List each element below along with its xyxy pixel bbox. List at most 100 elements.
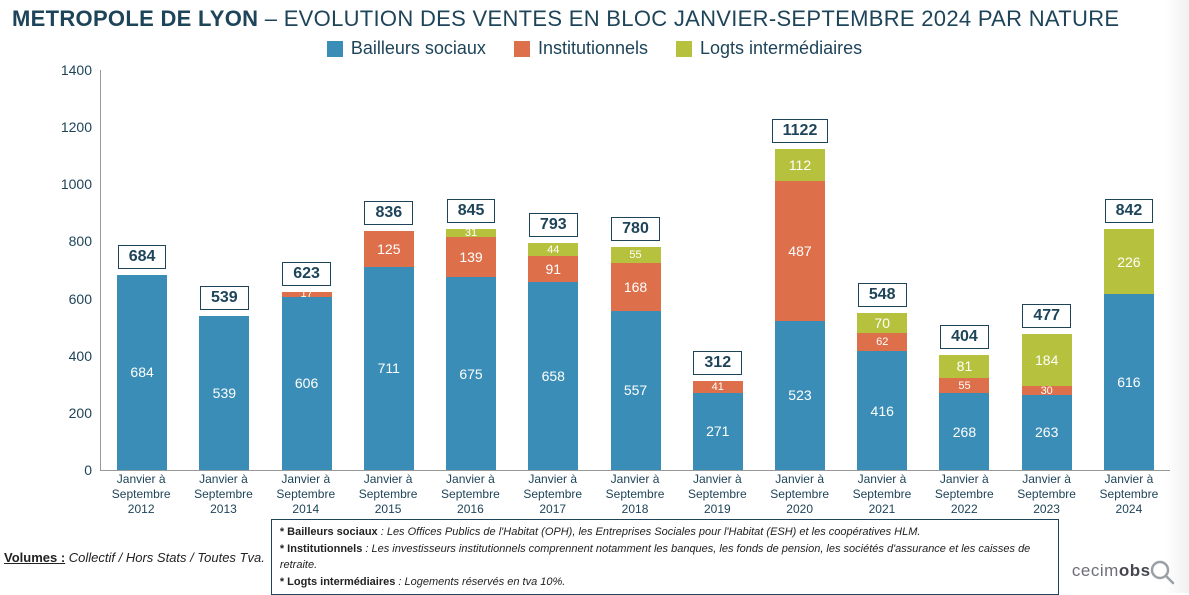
bar-segment: 711 (364, 267, 414, 470)
footnote: * Institutionnels : Les investisseurs in… (280, 541, 1050, 574)
bar-segment: 606 (282, 297, 332, 470)
y-tick: 600 (69, 291, 92, 307)
bar-segment: 487 (775, 181, 825, 320)
y-tick: 0 (84, 462, 92, 478)
total-label: 312 (693, 351, 742, 375)
legend-label: Bailleurs sociaux (351, 38, 486, 59)
bar-segment: 112 (775, 149, 825, 181)
x-label: Janvier àSeptembre2019 (676, 472, 758, 517)
volumes-prefix: Volumes : (4, 550, 65, 565)
total-label: 684 (118, 245, 167, 269)
bar-column: 312 27141 (677, 70, 759, 470)
bar-segment: 658 (528, 282, 578, 470)
bar-stack: 539 (199, 316, 249, 470)
logo-text-1: cecim (1072, 561, 1119, 580)
total-label: 539 (200, 286, 249, 310)
chart-title: METROPOLE DE LYON – EVOLUTION DES VENTES… (0, 0, 1189, 32)
legend-item: Logts intermédiaires (676, 38, 862, 59)
bar-segment: 184 (1022, 334, 1072, 387)
bar-column: 548 4166270 (841, 70, 923, 470)
total-label: 793 (529, 213, 578, 237)
x-label: Janvier àSeptembre2015 (347, 472, 429, 517)
x-label: Janvier àSeptembre2020 (759, 472, 841, 517)
total-label: 477 (1022, 304, 1071, 328)
total-label: 623 (282, 262, 331, 286)
y-tick: 400 (69, 348, 92, 364)
bar-segment: 41 (693, 381, 743, 393)
bar-segment: 263 (1022, 395, 1072, 470)
bar-stack: 616226 (1104, 229, 1154, 470)
bar-stack: 523487112 (775, 149, 825, 470)
bar-segment: 30 (1022, 386, 1072, 395)
bar-segment: 416 (857, 351, 907, 470)
legend-swatch (327, 41, 343, 57)
footnote: * Bailleurs sociaux : Les Offices Public… (280, 524, 1050, 541)
bar-column: 793 6589144 (512, 70, 594, 470)
footnotes-box: * Bailleurs sociaux : Les Offices Public… (271, 519, 1059, 595)
x-label: Janvier àSeptembre2013 (182, 472, 264, 517)
legend-item: Institutionnels (514, 38, 648, 59)
bar-stack: 67513931 (446, 229, 496, 470)
x-label: Janvier àSeptembre2014 (265, 472, 347, 517)
bar-stack: 26330184 (1022, 334, 1072, 470)
bar-stack: 55716855 (611, 247, 661, 470)
bar-segment: 539 (199, 316, 249, 470)
legend-label: Institutionnels (538, 38, 648, 59)
bar-stack: 27141 (693, 381, 743, 470)
title-sub: EVOLUTION DES VENTES EN BLOC JANVIER-SEP… (284, 6, 1120, 31)
legend-swatch (514, 41, 530, 57)
bar-segment: 55 (611, 247, 661, 263)
bar-column: 842 616226 (1088, 70, 1170, 470)
y-tick: 800 (69, 233, 92, 249)
bar-stack: 60617 (282, 292, 332, 470)
total-label: 548 (858, 283, 907, 307)
y-tick: 200 (69, 405, 92, 421)
footer: Volumes : Collectif / Hors Stats / Toute… (0, 521, 1189, 593)
volumes-rest: Collectif / Hors Stats / Toutes Tva. (65, 550, 265, 565)
bar-segment: 125 (364, 231, 414, 267)
footnote: * Logts intermédiaires : Logements réser… (280, 574, 1050, 591)
y-tick: 1200 (61, 119, 92, 135)
search-icon (1149, 559, 1175, 585)
bar-column: 780 55716855 (594, 70, 676, 470)
x-label: Janvier àSeptembre2023 (1005, 472, 1087, 517)
x-axis-labels: Janvier àSeptembre2012Janvier àSeptembre… (100, 472, 1170, 517)
bar-stack: 2685581 (939, 355, 989, 470)
bar-segment: 616 (1104, 294, 1154, 470)
bar-segment: 684 (117, 275, 167, 470)
total-label: 1122 (772, 119, 829, 143)
legend-item: Bailleurs sociaux (327, 38, 486, 59)
bar-column: 404 2685581 (923, 70, 1005, 470)
y-tick: 1400 (61, 62, 92, 78)
bars-container: 6846845395396236061783671112584567513931… (101, 70, 1170, 470)
bar-stack: 711125 (364, 231, 414, 470)
bar-segment: 44 (528, 243, 578, 256)
bar-stack: 6589144 (528, 243, 578, 470)
bar-segment: 91 (528, 256, 578, 282)
bar-column: 84567513931 (430, 70, 512, 470)
x-label: Janvier àSeptembre2021 (841, 472, 923, 517)
bar-segment: 268 (939, 393, 989, 470)
bar-segment: 557 (611, 311, 661, 470)
total-label: 780 (611, 217, 660, 241)
bar-column: 684684 (101, 70, 183, 470)
bar-segment: 675 (446, 277, 496, 470)
bar-column: 623 60617 (265, 70, 347, 470)
legend-label: Logts intermédiaires (700, 38, 862, 59)
total-label: 842 (1105, 199, 1154, 223)
bar-segment: 62 (857, 333, 907, 351)
bar-stack: 684 (117, 275, 167, 470)
total-label: 836 (364, 201, 413, 225)
x-label: Janvier àSeptembre2016 (429, 472, 511, 517)
bar-segment: 70 (857, 313, 907, 333)
title-sep: – (258, 6, 283, 31)
bar-segment: 226 (1104, 229, 1154, 294)
y-axis: 0200400600800100012001400 (40, 70, 100, 500)
chart-area: 0200400600800100012001400 68468453953962… (40, 70, 1170, 500)
bar-segment: 81 (939, 355, 989, 378)
bar-column: 539539 (183, 70, 265, 470)
total-label: 404 (940, 325, 989, 349)
bar-segment: 168 (611, 263, 661, 311)
legend-swatch (676, 41, 692, 57)
bar-stack: 4166270 (857, 313, 907, 470)
